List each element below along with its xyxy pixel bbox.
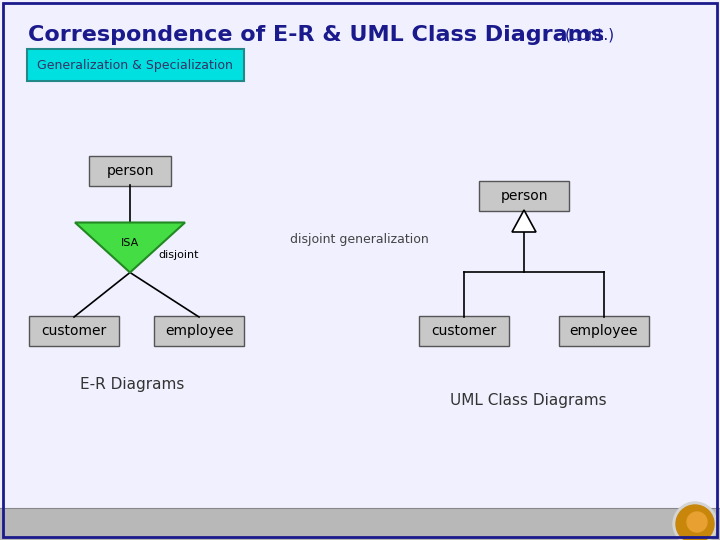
Circle shape (687, 512, 707, 532)
Circle shape (676, 505, 714, 540)
FancyBboxPatch shape (419, 316, 509, 346)
Text: ISA: ISA (121, 238, 139, 248)
FancyBboxPatch shape (154, 316, 244, 346)
Text: employee: employee (570, 324, 638, 338)
Text: customer: customer (41, 324, 107, 338)
Text: COP 4710:  Database Systems  (Chapter 2): COP 4710: Database Systems (Chapter 2) (15, 519, 284, 529)
FancyBboxPatch shape (27, 49, 244, 81)
Text: person: person (107, 164, 154, 178)
Text: customer: customer (431, 324, 497, 338)
FancyBboxPatch shape (559, 316, 649, 346)
Text: Page 99: Page 99 (315, 519, 365, 529)
Text: (cont.): (cont.) (565, 28, 615, 43)
FancyBboxPatch shape (29, 316, 119, 346)
Text: Correspondence of E-R & UML Class Diagrams: Correspondence of E-R & UML Class Diagra… (28, 25, 604, 45)
Text: employee: employee (165, 324, 233, 338)
Polygon shape (75, 222, 185, 273)
FancyBboxPatch shape (479, 181, 569, 211)
Text: UML Class Diagrams: UML Class Diagrams (450, 393, 607, 408)
Text: © Mark Llewellyn: © Mark Llewellyn (450, 519, 559, 529)
Text: disjoint: disjoint (158, 250, 199, 260)
FancyBboxPatch shape (89, 156, 171, 186)
Text: E-R Diagrams: E-R Diagrams (80, 377, 184, 393)
Text: disjoint generalization: disjoint generalization (290, 233, 428, 246)
Text: Generalization & Specialization: Generalization & Specialization (37, 58, 233, 71)
Circle shape (673, 502, 717, 540)
Polygon shape (512, 210, 536, 232)
Text: person: person (500, 189, 548, 203)
FancyBboxPatch shape (0, 508, 720, 540)
